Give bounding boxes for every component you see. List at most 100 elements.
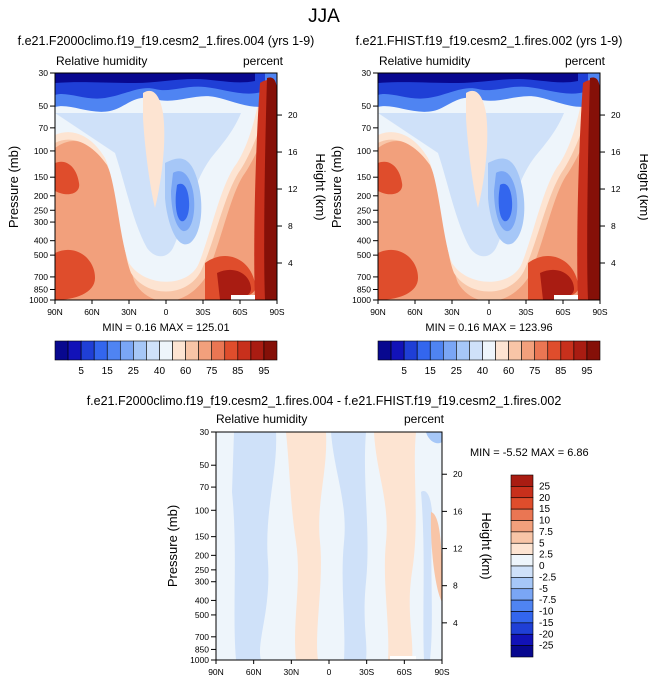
colorbar-swatch bbox=[521, 340, 536, 361]
y2-tick-label: 4 bbox=[288, 258, 293, 268]
diff-contour-neg-polar bbox=[426, 432, 442, 444]
diff-contour-neg-3 bbox=[421, 491, 433, 660]
y-tick-label: 30 bbox=[39, 68, 49, 78]
y2-tick-label: 20 bbox=[453, 469, 463, 479]
x-tick-label: 30N bbox=[444, 307, 460, 317]
x-tick-label: 30N bbox=[121, 307, 137, 317]
colorbar-swatch bbox=[469, 340, 483, 361]
panel-2-variable-label: Relative humidity bbox=[379, 54, 470, 68]
panel-1-y-axis-label: Pressure (mb) bbox=[6, 146, 21, 228]
panel-2-title: f.e21.FHIST.f19_f19.cesm2_1.fires.002 (y… bbox=[356, 34, 623, 48]
colorbar-swatch bbox=[573, 340, 588, 361]
y-tick-label: 250 bbox=[357, 205, 371, 215]
panel-2-field bbox=[378, 73, 600, 300]
x-tick-label: 60N bbox=[84, 307, 100, 317]
panel-1-title: f.e21.F2000climo.f19_f19.cesm2_1.fires.0… bbox=[18, 34, 315, 48]
y-tick-label: 100 bbox=[357, 146, 371, 156]
colorbar-swatch bbox=[403, 340, 418, 361]
y2-tick-label: 8 bbox=[453, 581, 458, 591]
rh-contour-tongue bbox=[466, 90, 488, 208]
colorbar-swatch bbox=[510, 497, 534, 510]
panel-1-units-label: percent bbox=[243, 54, 284, 68]
panel-3-y-axis-label: Pressure (mb) bbox=[165, 505, 180, 587]
colorbar-swatch bbox=[510, 474, 534, 487]
y-tick-label: 150 bbox=[195, 532, 209, 542]
panel-3-variable-label: Relative humidity bbox=[216, 412, 307, 426]
panel-1-stats: MIN = 0.16 MAX = 125.01 bbox=[102, 322, 229, 334]
rh-contour-5-top bbox=[378, 73, 578, 83]
colorbar-swatch bbox=[237, 340, 252, 361]
panel-1-y2-axis-label: Height (km) bbox=[313, 153, 328, 220]
rh-contour-95-polar bbox=[587, 77, 600, 300]
rh-contour-80-nh-low bbox=[55, 249, 95, 300]
rh-contour-90-sh-low bbox=[540, 269, 575, 300]
colorbar-label: 20 bbox=[539, 493, 551, 504]
y-tick-label: 850 bbox=[357, 284, 371, 294]
y2-tick-label: 16 bbox=[611, 147, 621, 157]
y2-tick-label: 8 bbox=[288, 221, 293, 231]
y-tick-label: 150 bbox=[34, 172, 48, 182]
colorbar-swatch bbox=[198, 340, 213, 361]
y-tick-label: 100 bbox=[34, 146, 48, 156]
rh-contour-95-polar bbox=[264, 77, 277, 300]
x-tick-label: 90S bbox=[592, 307, 607, 317]
y2-tick-label: 12 bbox=[453, 544, 463, 554]
colorbar-swatch bbox=[510, 645, 534, 658]
colorbar-swatch bbox=[159, 340, 173, 361]
colorbar-swatch bbox=[510, 611, 534, 624]
diff-contour-neg-1 bbox=[232, 432, 277, 660]
colorbar-label: 25 bbox=[451, 366, 463, 377]
y2-tick-label: 4 bbox=[611, 258, 616, 268]
colorbar-label: 40 bbox=[154, 366, 166, 377]
colorbar-label: 85 bbox=[232, 366, 244, 377]
figure-title: JJA bbox=[308, 6, 340, 27]
y-tick-label: 400 bbox=[195, 595, 209, 605]
y-tick-label: 300 bbox=[195, 577, 209, 587]
colorbar-swatch bbox=[495, 340, 509, 361]
y-tick-label: 200 bbox=[34, 191, 48, 201]
colorbar-swatch bbox=[510, 622, 534, 635]
x-tick-label: 30S bbox=[359, 667, 374, 677]
colorbar-swatch bbox=[224, 340, 239, 361]
colorbar-swatch bbox=[54, 340, 69, 361]
colorbar-label: 15 bbox=[539, 504, 551, 515]
y-tick-label: 400 bbox=[357, 236, 371, 246]
colorbar-swatch bbox=[211, 340, 226, 361]
colorbar-label: 25 bbox=[128, 366, 140, 377]
colorbar-label: -10 bbox=[539, 607, 554, 618]
panel-3: f.e21.F2000climo.f19_f19.cesm2_1.fires.0… bbox=[87, 394, 589, 677]
colorbar-swatch bbox=[510, 599, 534, 612]
colorbar-label: 15 bbox=[425, 366, 437, 377]
y-tick-label: 500 bbox=[195, 610, 209, 620]
y-tick-label: 70 bbox=[39, 123, 49, 133]
x-tick-label: 30N bbox=[284, 667, 300, 677]
colorbar-label: 0 bbox=[539, 561, 545, 572]
x-tick-label: 60S bbox=[397, 667, 412, 677]
rh-contour-5-top bbox=[55, 73, 255, 83]
y-tick-label: 1000 bbox=[352, 295, 371, 305]
colorbar-label: -5 bbox=[539, 584, 548, 595]
colorbar-swatch bbox=[510, 577, 534, 590]
colorbar-label: 7.5 bbox=[539, 527, 553, 538]
colorbar-label: -7.5 bbox=[539, 595, 557, 606]
y-tick-label: 300 bbox=[357, 217, 371, 227]
colorbar-swatch bbox=[185, 340, 199, 361]
colorbar-swatch bbox=[534, 340, 549, 361]
y-tick-label: 50 bbox=[39, 101, 49, 111]
y-tick-label: 250 bbox=[34, 205, 48, 215]
colorbar-swatch bbox=[106, 340, 121, 361]
x-tick-label: 90N bbox=[47, 307, 63, 317]
colorbar-swatch bbox=[133, 340, 147, 361]
x-tick-label: 60N bbox=[407, 307, 423, 317]
y-tick-label: 200 bbox=[357, 191, 371, 201]
colorbar-label: 5 bbox=[401, 366, 407, 377]
rh-contour-50 bbox=[55, 113, 241, 257]
colorbar-label: -20 bbox=[539, 629, 554, 640]
y-tick-label: 150 bbox=[357, 172, 371, 182]
colorbar-label: -25 bbox=[539, 641, 554, 652]
colorbar-swatch bbox=[510, 633, 534, 646]
colorbar-label: 95 bbox=[581, 366, 593, 377]
colorbar-swatch bbox=[119, 340, 134, 361]
colorbar-swatch bbox=[250, 340, 265, 361]
